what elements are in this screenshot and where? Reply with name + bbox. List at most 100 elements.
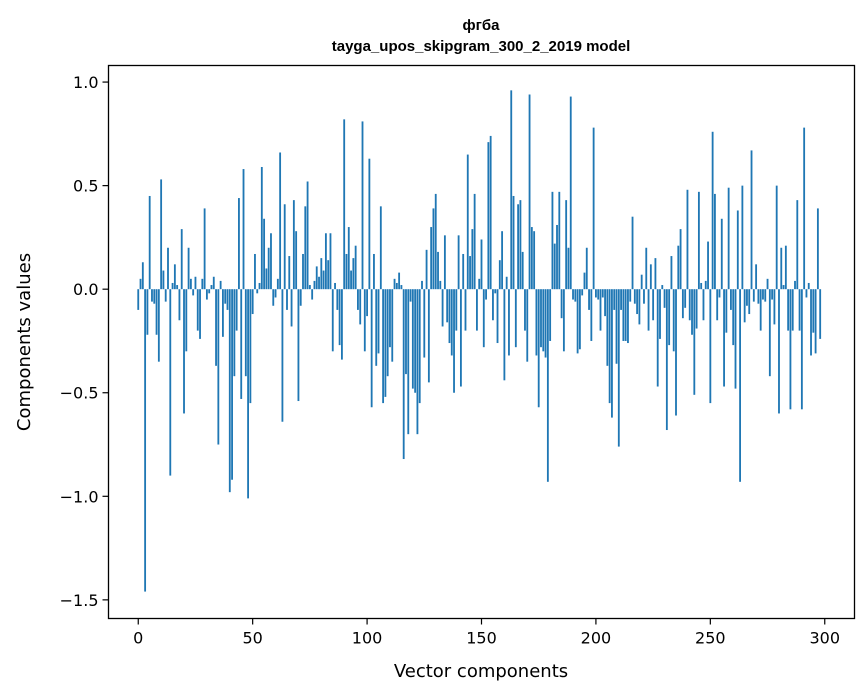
bar-42 — [233, 289, 236, 377]
bar-171 — [528, 94, 531, 290]
bar-186 — [562, 289, 565, 352]
bar-296 — [814, 289, 817, 354]
bar-217 — [633, 289, 636, 304]
bar-122 — [416, 289, 419, 435]
bar-130 — [434, 193, 437, 290]
bar-64 — [283, 204, 286, 290]
bar-48 — [247, 289, 249, 499]
bar-231 — [665, 289, 668, 431]
bar-179 — [546, 289, 549, 482]
bar-70 — [297, 289, 300, 402]
bar-7 — [153, 289, 156, 304]
bar-214 — [627, 289, 629, 344]
bar-124 — [421, 280, 423, 290]
bar-282 — [782, 285, 785, 290]
bar-59 — [272, 289, 275, 306]
bar-154 — [489, 135, 492, 290]
bar-54 — [260, 166, 263, 290]
bar-127 — [427, 289, 430, 383]
bar-156 — [494, 289, 497, 294]
bar-248 — [704, 280, 707, 290]
bar-193 — [578, 289, 581, 350]
bar-290 — [800, 289, 803, 410]
bar-291 — [803, 127, 806, 290]
bar-175 — [537, 289, 540, 408]
bar-37 — [222, 289, 224, 337]
x-tick-label: 150 — [466, 629, 497, 648]
bar-21 — [185, 289, 188, 352]
bar-256 — [723, 289, 725, 387]
bar-120 — [411, 289, 414, 389]
bar-27 — [199, 289, 201, 339]
bar-293 — [807, 282, 810, 290]
bar-244 — [695, 289, 698, 329]
bar-213 — [624, 289, 627, 341]
bar-222 — [645, 247, 648, 290]
bar-242 — [691, 289, 693, 335]
bar-90 — [343, 119, 346, 290]
bar-1 — [139, 278, 142, 290]
bar-103 — [373, 253, 375, 290]
bar-202 — [599, 289, 602, 331]
bar-160 — [503, 289, 506, 381]
y-tick-label: 0.0 — [73, 280, 98, 299]
bar-288 — [796, 200, 799, 290]
bar-132 — [439, 280, 442, 290]
bar-168 — [521, 251, 524, 290]
bar-3 — [144, 289, 147, 592]
bar-99 — [363, 289, 366, 352]
bar-135 — [446, 289, 449, 323]
bar-147 — [473, 193, 476, 290]
y-tick-label: −1.5 — [60, 591, 99, 610]
bar-245 — [697, 191, 700, 290]
bar-149 — [478, 278, 481, 290]
bar-57 — [267, 247, 270, 290]
bar-238 — [681, 289, 684, 319]
bar-10 — [160, 179, 163, 290]
x-tick-label: 200 — [581, 629, 612, 648]
bar-36 — [219, 280, 222, 290]
x-tick-label: 100 — [352, 629, 383, 648]
bar-165 — [514, 289, 517, 348]
bar-235 — [675, 289, 677, 416]
bar-71 — [299, 289, 302, 306]
bar-250 — [709, 289, 712, 404]
bar-232 — [668, 289, 671, 346]
bar-294 — [810, 289, 812, 356]
bar-153 — [487, 142, 490, 290]
bar-261 — [734, 289, 737, 389]
bar-203 — [601, 289, 604, 298]
bar-233 — [670, 256, 673, 290]
bar-219 — [638, 289, 641, 325]
bar-26 — [196, 289, 199, 331]
bar-295 — [812, 289, 815, 333]
bar-12 — [164, 289, 167, 302]
bar-29 — [203, 208, 206, 290]
bar-246 — [700, 282, 703, 290]
bar-251 — [711, 131, 714, 290]
bar-170 — [526, 289, 529, 362]
bar-137 — [450, 289, 453, 356]
y-tick-label: 0.5 — [73, 177, 98, 196]
bar-292 — [805, 289, 808, 298]
bar-143 — [464, 289, 467, 331]
bar-155 — [492, 289, 494, 321]
bar-220 — [640, 274, 643, 290]
bar-184 — [558, 191, 561, 290]
bar-66 — [288, 256, 291, 290]
bar-159 — [501, 231, 504, 290]
bar-102 — [370, 289, 373, 408]
bar-128 — [430, 227, 433, 290]
bar-104 — [375, 289, 378, 366]
bar-24 — [192, 289, 195, 296]
bar-72 — [302, 253, 304, 290]
bar-212 — [622, 289, 625, 341]
bar-271 — [757, 289, 760, 304]
bar-230 — [663, 289, 666, 308]
plot-frame — [107, 64, 856, 620]
bar-46 — [242, 169, 245, 290]
bar-75 — [308, 285, 311, 290]
bar-50 — [251, 289, 254, 315]
bar-140 — [457, 235, 460, 290]
bar-178 — [544, 289, 547, 358]
